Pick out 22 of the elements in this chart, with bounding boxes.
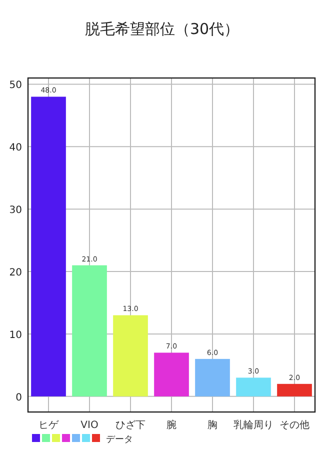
x-tick-label: ひざ下 [116,420,146,431]
x-tick-label: その他 [280,419,310,431]
y-tick-label: 20 [9,268,22,279]
bar [236,378,271,396]
x-tick-label: 乳輪周り [234,419,274,431]
y-tick-label: 50 [9,80,22,92]
bar [31,96,66,396]
y-tick-label: 30 [9,205,22,216]
bar [154,352,189,396]
bar [195,358,230,396]
bar [113,315,148,396]
x-tick-label: VIO [80,420,98,431]
y-tick-label: 10 [9,330,22,341]
x-tick-label: 腕 [166,419,176,431]
bar [277,384,312,396]
legend-label: データ [106,435,133,445]
x-tick-label: 胸 [208,419,218,431]
y-tick-label: 0 [16,392,22,404]
y-tick-label: 40 [9,142,22,154]
x-tick-label: ヒゲ [38,420,60,431]
bar [72,265,107,396]
chart-title: 脱毛希望部位（30代） [84,20,240,38]
